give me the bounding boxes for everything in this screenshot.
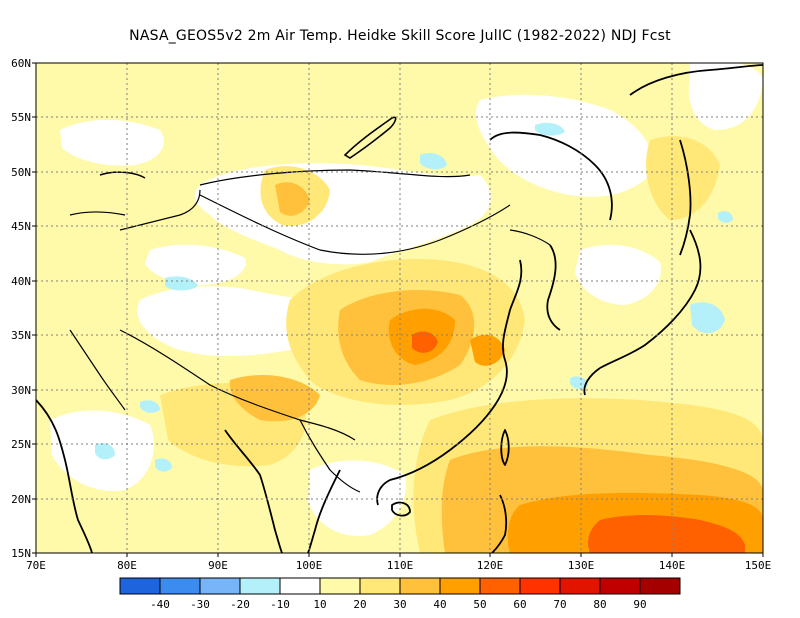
lat-label: 45N: [11, 220, 31, 233]
lon-label: 70E: [26, 559, 46, 572]
field-white-xinjiang: [145, 244, 246, 285]
colorbar-label: 60: [513, 598, 526, 611]
colorbar-swatch: [479, 577, 521, 595]
colorbar-label: 20: [353, 598, 366, 611]
field-lightorange-mongolia: [275, 182, 310, 216]
lon-labels: 70E 80E 90E 100E 110E 120E 130E 140E 150…: [26, 559, 771, 572]
colorbar-swatch: [119, 577, 161, 595]
coast-kyushu: [583, 367, 601, 396]
colorbar-swatch: [159, 577, 201, 595]
coast-sakhalin: [679, 139, 692, 256]
field-blue-okhotsk: [535, 122, 565, 136]
colorbar-label: 10: [313, 598, 326, 611]
colorbar: -40 -30 -20 -10 10 20 30 40 50 60 70 80 90: [119, 577, 681, 611]
field-blue-tibet: [140, 400, 160, 413]
lon-label: 120E: [477, 559, 504, 572]
lat-labels: 60N 55N 50N 45N 40N 35N 30N 25N 20N 15N: [11, 57, 31, 560]
coast-bengal: [224, 429, 283, 553]
field-blue-india: [95, 443, 115, 460]
coast-taiwan: [500, 429, 510, 466]
lat-label: 15N: [11, 547, 31, 560]
colorbar-swatch: [439, 577, 481, 595]
colorbar-swatch: [199, 577, 241, 595]
coast-indochina: [307, 469, 341, 553]
lake-baikal: [343, 116, 397, 159]
coast-korea: [546, 244, 561, 331]
colorbar-label: -40: [150, 598, 170, 611]
colorbar-swatch: [599, 577, 641, 595]
field-white-japan-sea: [575, 244, 661, 305]
colorbar-swatch: [319, 577, 361, 595]
colorbar-label: 70: [553, 598, 566, 611]
coast-hainan: [391, 501, 411, 517]
colorbar-swatch: [639, 577, 681, 595]
field-blue-kuril: [718, 211, 733, 223]
border-himalaya: [119, 329, 356, 441]
field-blue-taiwan-east: [570, 376, 588, 389]
field-blue-japan-east: [690, 302, 725, 334]
field-blue-kazakh: [165, 276, 198, 291]
field-white-seasia: [308, 460, 406, 536]
coast-india: [36, 399, 93, 553]
lake-balkhash: [99, 171, 146, 179]
coast-okhotsk: [489, 131, 613, 221]
lat-label: 60N: [11, 57, 31, 70]
border-indochina: [299, 419, 361, 493]
lat-label: 35N: [11, 329, 31, 342]
border-kazakh-russia: [69, 211, 126, 216]
coast-japan: [599, 229, 702, 369]
lat-label: 55N: [11, 111, 31, 124]
border-korea-china: [509, 229, 551, 246]
field-white-northpac: [688, 63, 763, 130]
colorbar-swatch: [359, 577, 401, 595]
lon-label: 150E: [745, 559, 772, 572]
field-yellow-kamchatka: [646, 136, 720, 220]
lon-label: 100E: [296, 559, 323, 572]
lat-label: 30N: [11, 384, 31, 397]
colorbar-label: 80: [593, 598, 606, 611]
border-china-russia: [199, 169, 471, 186]
colorbar-swatch: [399, 577, 441, 595]
field-darkorange-henan: [412, 331, 438, 353]
lat-label: 25N: [11, 438, 31, 451]
field-darkorange-pacific: [588, 515, 745, 553]
colorbar-label: 40: [433, 598, 446, 611]
colorbar-label: 90: [633, 598, 646, 611]
colorbar-label: -20: [230, 598, 250, 611]
field-orange-china-coast: [470, 334, 505, 366]
map-title: NASA_GEOS5v2 2m Air Temp. Heidke Skill S…: [129, 28, 671, 44]
lon-label: 130E: [568, 559, 595, 572]
colorbar-swatch: [239, 577, 281, 595]
field-white-siberia: [475, 94, 653, 197]
lon-label: 140E: [659, 559, 686, 572]
lat-label: 40N: [11, 275, 31, 288]
lon-label: 80E: [117, 559, 137, 572]
coast-china: [376, 259, 523, 506]
colorbar-swatch: [519, 577, 561, 595]
graticule: [36, 63, 763, 553]
colorbar-label: -10: [270, 598, 290, 611]
coast-kamchatka: [629, 64, 763, 96]
lat-label: 20N: [11, 493, 31, 506]
coastlines: [36, 64, 763, 553]
colorbar-label: -30: [190, 598, 210, 611]
lon-label: 90E: [208, 559, 228, 572]
coast-philippines: [491, 494, 508, 553]
field-blue-bay: [155, 458, 172, 472]
lon-label: 110E: [387, 559, 414, 572]
tick-marks: [32, 62, 764, 557]
border-pakistan: [69, 329, 126, 411]
colorbar-swatch: [559, 577, 601, 595]
field-white-kazakh: [60, 119, 164, 166]
field-lightorange-himalaya: [229, 375, 320, 422]
colorbar-swatch: [279, 577, 321, 595]
lat-label: 50N: [11, 166, 31, 179]
field-blue-mongolia: [420, 153, 447, 170]
colorbar-label: 50: [473, 598, 486, 611]
colorbar-label: 30: [393, 598, 406, 611]
